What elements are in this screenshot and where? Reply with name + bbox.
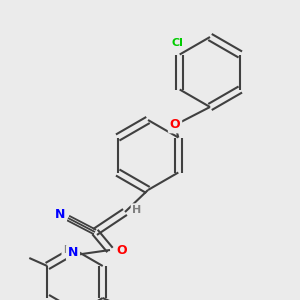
Text: Cl: Cl — [172, 38, 184, 47]
Text: H: H — [63, 245, 71, 255]
Text: N: N — [68, 247, 78, 260]
Text: O: O — [117, 244, 127, 256]
Text: N: N — [55, 208, 65, 220]
Text: O: O — [170, 118, 180, 131]
Text: H: H — [132, 205, 142, 215]
